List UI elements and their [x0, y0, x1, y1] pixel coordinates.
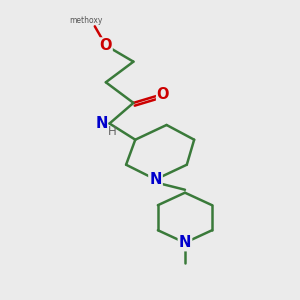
Text: methoxy: methoxy — [69, 16, 102, 25]
Text: N: N — [95, 116, 108, 131]
Text: H: H — [108, 125, 117, 138]
Text: N: N — [179, 235, 191, 250]
Text: N: N — [149, 172, 162, 187]
Text: O: O — [100, 38, 112, 53]
Text: O: O — [157, 87, 169, 102]
